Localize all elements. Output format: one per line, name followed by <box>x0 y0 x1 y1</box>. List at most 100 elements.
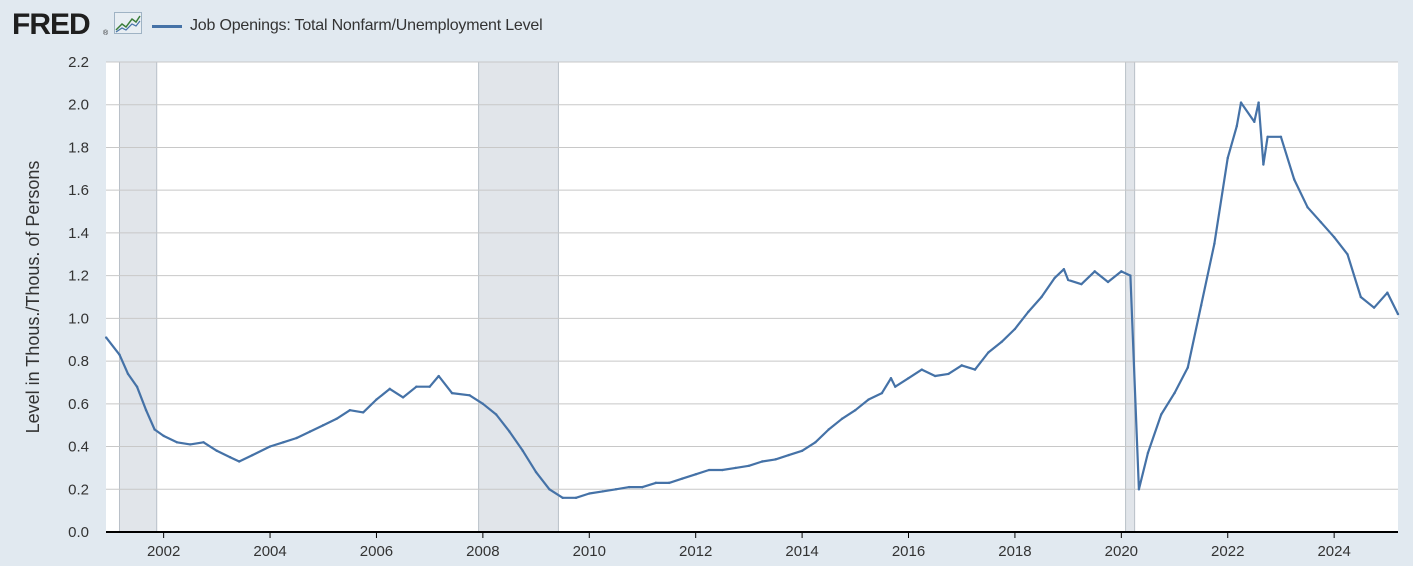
data-point <box>1137 488 1141 491</box>
data-point <box>1293 178 1296 181</box>
series-points <box>104 101 1400 500</box>
data-point <box>1066 278 1070 282</box>
x-tick-label: 2022 <box>1211 543 1244 560</box>
x-tick-label: 2012 <box>679 543 712 560</box>
data-point <box>1319 221 1323 224</box>
data-point <box>867 398 870 401</box>
data-point <box>118 353 121 356</box>
y-tick-label: 1.6 <box>68 182 89 199</box>
fred-logo[interactable]: FRED <box>12 8 91 41</box>
y-tick-label: 2.2 <box>68 54 89 71</box>
data-point <box>508 430 511 433</box>
recession-band <box>478 61 559 533</box>
x-tick-label: 2020 <box>1105 543 1138 560</box>
data-point <box>237 460 241 463</box>
y-axis-ticks: 0.0 0.2 0.4 0.6 0.8 1.0 1.2 1.4 1.6 1.8 2.0 2.2 <box>68 54 89 541</box>
data-point <box>450 391 454 395</box>
data-point <box>721 468 724 472</box>
data-point <box>175 441 179 444</box>
data-point <box>1173 391 1176 395</box>
data-point <box>388 387 391 391</box>
y-tick-label: 1.0 <box>68 310 89 327</box>
x-tick-label: 2002 <box>147 543 180 560</box>
data-point <box>1279 135 1283 138</box>
data-point <box>521 449 524 453</box>
x-tick-label: 2006 <box>360 543 393 560</box>
data-point <box>907 376 910 380</box>
data-point <box>1186 366 1190 369</box>
data-point <box>1053 276 1057 279</box>
recession-band <box>1125 61 1136 533</box>
data-point <box>437 374 440 378</box>
y-tick-label: 0.6 <box>68 396 89 413</box>
data-point <box>681 477 684 480</box>
data-point <box>1160 413 1163 416</box>
y-tick-label: 0.0 <box>68 524 89 541</box>
data-point <box>1120 270 1123 273</box>
data-point <box>1199 304 1203 307</box>
data-point <box>614 488 618 491</box>
data-point <box>561 496 564 500</box>
data-point <box>308 430 312 433</box>
data-point <box>215 449 219 453</box>
data-point <box>144 409 148 412</box>
data-point <box>282 441 285 444</box>
data-point <box>1332 235 1336 239</box>
data-point <box>534 470 538 474</box>
data-point <box>335 417 338 420</box>
data-point <box>1257 101 1260 104</box>
data-point <box>760 460 764 463</box>
data-point <box>1359 295 1362 299</box>
data-point <box>814 441 817 444</box>
data-point <box>747 464 751 467</box>
data-point <box>1372 306 1376 309</box>
data-point <box>1129 274 1132 277</box>
data-point <box>295 436 298 440</box>
data-point <box>481 402 485 406</box>
data-point <box>322 423 325 427</box>
data-point <box>348 409 352 412</box>
data-point <box>1235 124 1238 128</box>
data-point <box>1239 101 1243 104</box>
line-graph-icon <box>114 12 142 34</box>
data-point <box>774 458 777 461</box>
data-point <box>694 473 697 476</box>
data-point <box>1146 451 1150 455</box>
x-tick-label: 2010 <box>573 543 606 560</box>
data-point <box>854 409 857 412</box>
data-point <box>1040 295 1043 299</box>
data-point <box>1062 268 1066 271</box>
gridlines <box>106 61 1398 490</box>
legend-label: Job Openings: Total Nonfarm/Unemployment… <box>190 17 543 34</box>
x-tick-label: 2014 <box>785 543 818 560</box>
data-point <box>840 417 844 420</box>
x-tick-label: 2018 <box>998 543 1031 560</box>
data-point <box>1106 280 1110 284</box>
data-point <box>1266 135 1269 138</box>
data-point <box>202 441 205 444</box>
legend-swatch <box>152 24 182 28</box>
data-point <box>787 453 790 457</box>
registered-mark: ® <box>103 30 109 37</box>
data-point <box>268 445 272 448</box>
data-point <box>707 468 711 472</box>
x-tick-label: 2008 <box>466 543 499 560</box>
data-point <box>162 434 165 438</box>
data-point <box>960 364 963 367</box>
data-point <box>1226 156 1229 160</box>
data-point <box>574 496 578 500</box>
y-tick-label: 0.2 <box>68 481 89 498</box>
data-point <box>135 385 139 388</box>
data-point <box>428 385 431 388</box>
y-tick-label: 0.8 <box>68 353 89 370</box>
plot-area <box>106 62 1398 532</box>
data-point <box>1386 291 1389 294</box>
series-line[interactable] <box>105 101 1399 499</box>
data-point <box>189 443 192 446</box>
x-tick-label: 2004 <box>253 543 286 560</box>
data-point <box>987 351 990 354</box>
data-point <box>889 376 893 380</box>
chart-legend[interactable]: Job Openings: Total Nonfarm/Unemployment… <box>152 14 543 38</box>
y-axis-title: Level in Thous./Thous. of Persons <box>23 161 43 434</box>
